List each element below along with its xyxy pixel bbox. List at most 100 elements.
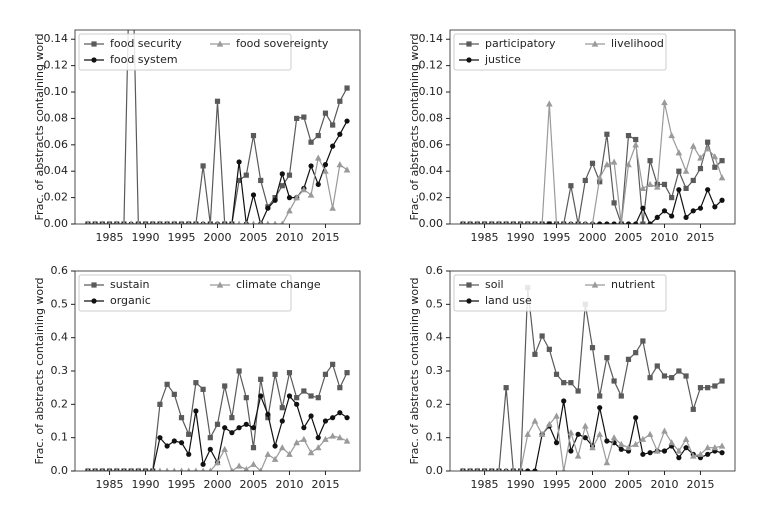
marker: [93, 220, 98, 224]
marker: [697, 385, 704, 391]
x-tick-label: 2000: [204, 478, 232, 491]
y-tick-label: 0.02: [419, 191, 444, 204]
marker: [646, 430, 654, 437]
marker: [676, 368, 682, 374]
marker: [554, 220, 559, 224]
marker: [546, 346, 552, 352]
marker: [164, 443, 170, 449]
marker: [114, 220, 119, 224]
x-tick-label: 1985: [96, 231, 124, 244]
y-tick-label: 0.00: [44, 217, 69, 230]
marker: [625, 221, 632, 224]
marker: [690, 208, 696, 214]
marker: [122, 467, 126, 471]
marker: [640, 451, 646, 457]
marker: [286, 393, 293, 399]
marker: [653, 183, 661, 190]
marker: [207, 435, 213, 441]
marker: [553, 440, 560, 446]
marker: [250, 460, 257, 467]
marker: [618, 393, 624, 399]
marker: [611, 200, 617, 206]
marker: [91, 298, 97, 304]
marker: [143, 467, 148, 471]
marker: [272, 443, 278, 449]
marker: [610, 158, 618, 165]
marker: [711, 444, 719, 451]
marker: [461, 220, 465, 224]
marker: [214, 98, 221, 104]
marker: [265, 220, 270, 224]
marker: [186, 220, 191, 224]
marker: [553, 412, 560, 419]
marker: [322, 167, 329, 174]
y-tick-label: 0.04: [419, 164, 444, 177]
marker: [683, 373, 689, 379]
y-tick-label: 0.1: [51, 431, 69, 444]
marker: [538, 430, 546, 437]
marker: [222, 425, 228, 431]
marker: [229, 430, 235, 436]
marker: [591, 40, 599, 47]
legend-label: land use: [485, 294, 532, 307]
marker: [244, 220, 249, 224]
legend-label: organic: [110, 294, 151, 307]
marker: [639, 435, 647, 442]
marker: [136, 467, 141, 471]
marker: [632, 141, 639, 148]
marker: [214, 459, 221, 466]
x-tick-label: 1990: [507, 231, 535, 244]
marker: [300, 186, 308, 193]
axes-frame: [449, 29, 736, 225]
plot-area: [460, 99, 726, 224]
marker: [475, 467, 480, 471]
marker: [143, 220, 148, 224]
marker: [250, 425, 257, 431]
marker: [150, 220, 155, 224]
marker: [100, 467, 105, 471]
marker: [164, 381, 170, 387]
marker: [337, 98, 343, 104]
marker: [308, 393, 314, 399]
marker: [322, 435, 329, 442]
marker: [158, 467, 162, 471]
marker: [647, 450, 653, 456]
y-tick-label: 0.06: [44, 138, 69, 151]
marker: [567, 429, 575, 436]
marker: [633, 415, 639, 421]
marker: [200, 163, 206, 169]
x-tick-label: 1995: [168, 478, 196, 491]
marker: [308, 139, 314, 145]
marker: [640, 205, 646, 211]
marker: [158, 220, 162, 224]
marker: [647, 158, 653, 164]
marker: [294, 401, 300, 407]
marker: [661, 373, 668, 379]
marker: [561, 380, 567, 386]
marker: [300, 435, 308, 442]
marker: [216, 281, 224, 288]
marker: [617, 440, 625, 447]
marker: [633, 221, 639, 224]
marker: [216, 40, 224, 47]
marker: [193, 380, 199, 386]
marker: [165, 467, 170, 471]
marker: [308, 413, 314, 419]
marker: [596, 174, 603, 181]
marker: [583, 220, 588, 224]
marker: [575, 431, 581, 437]
marker: [293, 439, 300, 446]
marker: [712, 204, 718, 210]
y-tick-label: 0.4: [51, 331, 69, 344]
marker: [704, 145, 711, 152]
marker: [625, 356, 632, 362]
marker: [279, 183, 285, 189]
marker: [243, 172, 249, 178]
marker: [315, 395, 321, 401]
marker: [625, 132, 632, 139]
y-tick-label: 0.12: [44, 59, 69, 72]
x-tick-label: 1985: [96, 478, 124, 491]
marker: [676, 168, 682, 174]
marker: [504, 220, 509, 224]
